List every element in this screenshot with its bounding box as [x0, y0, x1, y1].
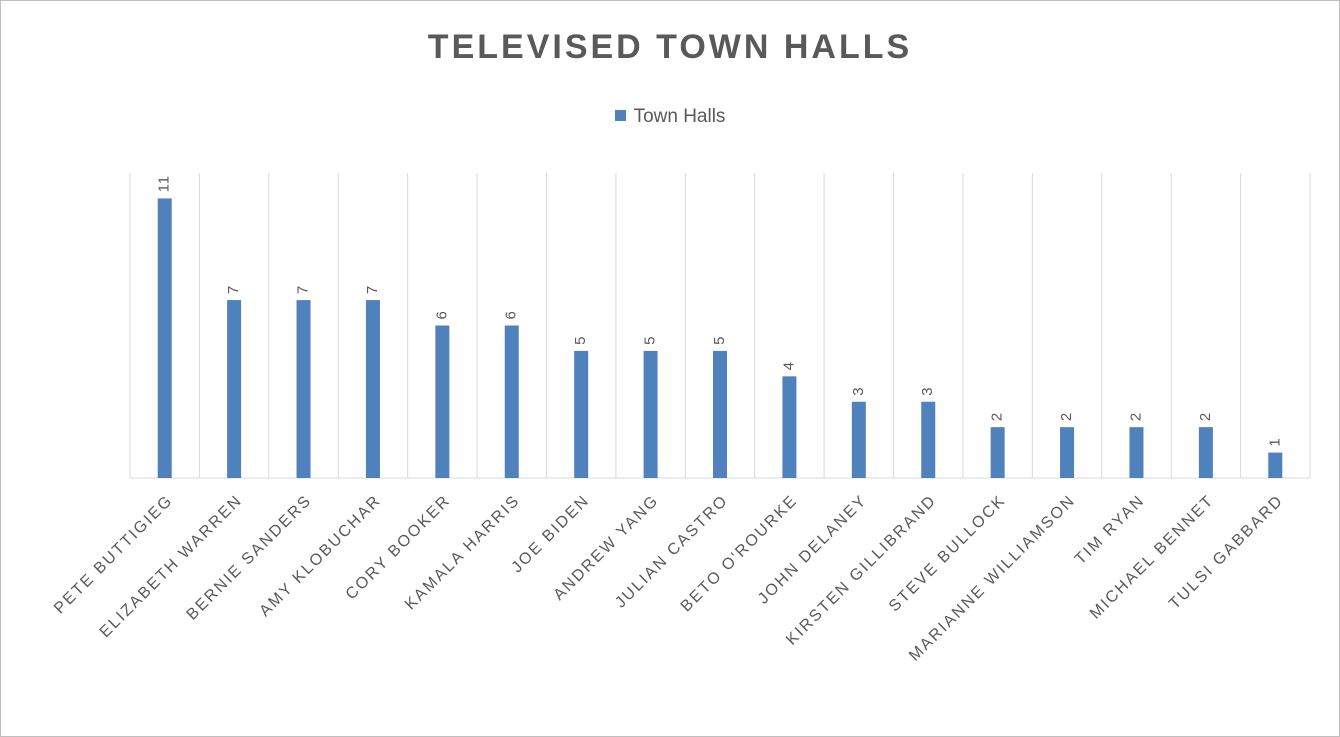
legend-swatch — [614, 110, 626, 122]
category-label: MICHAEL BENNET — [1087, 492, 1218, 623]
bar — [574, 350, 589, 478]
bar — [435, 325, 450, 478]
category-label: KAMALA HARRIS — [402, 492, 524, 614]
bar — [990, 427, 1005, 478]
data-label: 2 — [989, 412, 1006, 421]
bar — [921, 401, 936, 478]
bar — [643, 350, 658, 478]
bar — [296, 300, 311, 478]
data-label: 4 — [780, 361, 797, 370]
data-label: 6 — [433, 310, 450, 319]
chart-legend: Town Halls — [0, 106, 1340, 128]
data-label: 11 — [156, 175, 173, 193]
bar — [782, 376, 797, 478]
bar — [365, 300, 380, 478]
data-label: 6 — [503, 310, 520, 319]
data-label: 5 — [572, 336, 589, 345]
category-label: KIRSTEN GILLIBRAND — [783, 492, 940, 649]
legend-label: Town Halls — [633, 106, 726, 127]
category-label: BETO O'ROURKE — [678, 492, 802, 616]
category-label: TULSI GABBARD — [1166, 492, 1287, 613]
bar — [1268, 452, 1283, 478]
data-label: 2 — [1197, 412, 1214, 421]
bar — [851, 401, 866, 478]
chart-title: TELEVISED TOWN HALLS — [427, 28, 913, 66]
bar — [227, 300, 242, 478]
data-label: 2 — [1058, 412, 1075, 421]
bar — [157, 198, 172, 478]
data-label: 3 — [850, 386, 867, 395]
category-label: BERNIE SANDERS — [184, 492, 316, 624]
bar — [713, 350, 727, 478]
data-label: 7 — [225, 285, 242, 294]
category-label: ELIZABETH WARREN — [97, 492, 246, 641]
bar — [1129, 427, 1144, 478]
data-label: 7 — [364, 285, 381, 294]
category-label: PETE BUTTIGIEG — [51, 492, 177, 618]
bar — [504, 325, 519, 478]
bar — [1198, 427, 1213, 478]
data-label: 5 — [642, 336, 659, 345]
category-label: STEVE BULLOCK — [886, 492, 1009, 615]
category-label: AMY KLOBUCHAR — [256, 492, 384, 620]
data-label: 2 — [1127, 412, 1144, 421]
category-label: JULIAN CASTRO — [612, 492, 732, 612]
data-label: 3 — [919, 386, 936, 395]
data-label: 1 — [1266, 437, 1283, 446]
data-label: 7 — [294, 285, 311, 294]
data-label: 5 — [711, 336, 728, 345]
category-label: TIM RYAN — [1072, 492, 1148, 568]
bar — [1060, 427, 1075, 478]
